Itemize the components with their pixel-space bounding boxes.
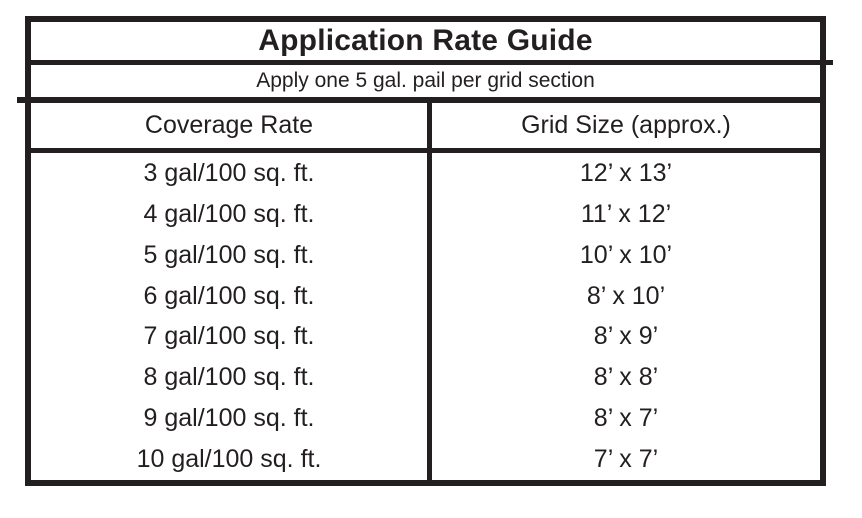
coverage-rate-cell: 5 gal/100 sq. ft. — [143, 240, 315, 269]
coverage-rate-cell: 9 gal/100 sq. ft. — [143, 404, 315, 433]
table-subtitle-row: Apply one 5 gal. pail per grid section — [17, 65, 820, 103]
table-body: Coverage Rate 3 gal/100 sq. ft. 4 gal/100… — [31, 103, 820, 480]
grid-size-header: Grid Size (approx.) — [432, 103, 820, 153]
coverage-rate-header: Coverage Rate — [31, 103, 427, 153]
coverage-rate-cells: 3 gal/100 sq. ft. 4 gal/100 sq. ft. 5 gal/… — [31, 153, 427, 480]
grid-size-column: Grid Size (approx.) 12’ x 13’ 11’ x 12’ 10… — [432, 103, 820, 480]
grid-size-cell: 12’ x 13’ — [579, 158, 673, 187]
coverage-rate-cell: 10 gal/100 sq. ft. — [136, 445, 322, 474]
grid-size-cell: 8’ x 8’ — [593, 363, 659, 392]
coverage-rate-cell: 3 gal/100 sq. ft. — [143, 158, 315, 187]
coverage-rate-column: Coverage Rate 3 gal/100 sq. ft. 4 gal/100… — [31, 103, 432, 480]
grid-size-cells: 12’ x 13’ 11’ x 12’ 10’ x 10’ 8’ x 10’ 8’ x … — [432, 153, 820, 480]
grid-size-cell: 8’ x 10’ — [586, 281, 666, 310]
table-title: Application Rate Guide — [258, 24, 593, 57]
coverage-rate-cell: 6 gal/100 sq. ft. — [143, 281, 315, 310]
coverage-rate-cell: 8 gal/100 sq. ft. — [143, 363, 315, 392]
coverage-rate-cell: 4 gal/100 sq. ft. — [143, 199, 315, 228]
grid-size-cell: 10’ x 10’ — [579, 240, 673, 269]
grid-size-cell: 11’ x 12’ — [580, 199, 672, 228]
grid-size-cell: 8’ x 7’ — [593, 404, 659, 433]
grid-size-cell: 8’ x 9’ — [593, 322, 659, 351]
application-rate-table: Application Rate Guide Apply one 5 gal. … — [17, 16, 833, 486]
table-title-row: Application Rate Guide — [31, 22, 833, 65]
grid-size-cell: 7’ x 7’ — [593, 445, 659, 474]
coverage-rate-cell: 7 gal/100 sq. ft. — [143, 322, 315, 351]
table-subtitle: Apply one 5 gal. pail per grid section — [256, 69, 595, 92]
